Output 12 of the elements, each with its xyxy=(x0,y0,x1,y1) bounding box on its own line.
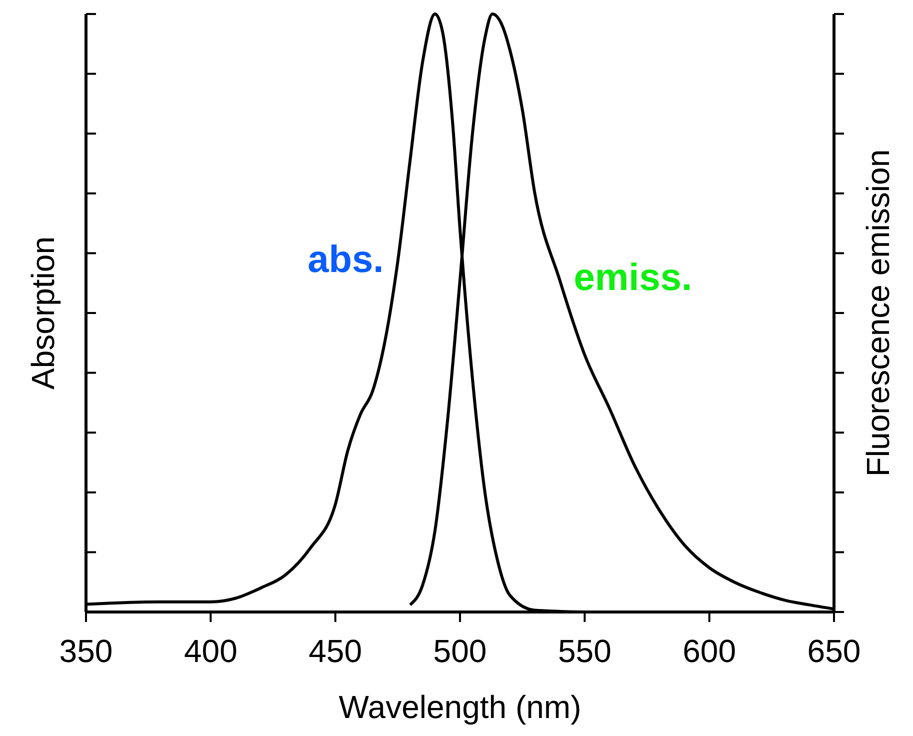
x-tick-label: 500 xyxy=(433,633,487,669)
x-tick-label: 450 xyxy=(308,633,362,669)
x-tick-label: 400 xyxy=(184,633,238,669)
x-axis-title: Wavelength (nm) xyxy=(338,689,582,725)
series-label: emiss. xyxy=(574,257,692,300)
x-tick-label: 350 xyxy=(59,633,113,669)
series-label: abs. xyxy=(308,239,384,282)
x-tick-label: 550 xyxy=(558,633,612,669)
y2-axis-title: Fluorescence emission xyxy=(860,149,896,477)
x-tick-label: 650 xyxy=(807,633,861,669)
y-axis-title: Absorption xyxy=(25,236,61,390)
x-tick-label: 600 xyxy=(682,633,736,669)
